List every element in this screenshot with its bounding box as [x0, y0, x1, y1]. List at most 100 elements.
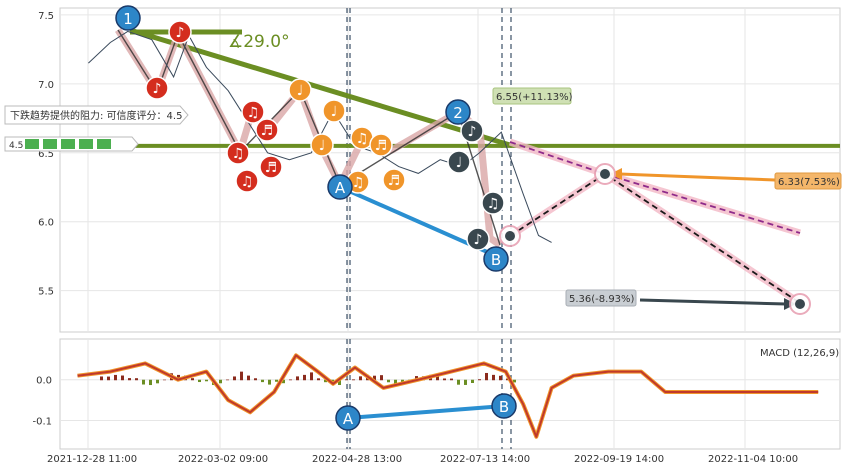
note-marker	[145, 76, 169, 100]
swing-marker-label: A	[335, 179, 346, 197]
macd-histogram-bar	[296, 376, 299, 381]
macd-histogram-bar	[135, 378, 138, 381]
note-marker	[241, 100, 265, 124]
macd-histogram-bar	[268, 379, 271, 385]
macd-histogram-bar	[198, 379, 201, 383]
macd-histogram-bar	[310, 372, 313, 381]
resistance-callout: 下跌趋势提供的阻力: 可信度评分：4.5	[4, 105, 189, 125]
y-tick-label: 6.0	[38, 218, 54, 229]
macd-y-axis: 0.0 -0.1	[32, 376, 52, 428]
macd-histogram-bar	[107, 376, 110, 381]
x-tick-label: 2022-04-28 13:00	[312, 454, 402, 465]
downtrend-line	[129, 27, 511, 148]
macd-histogram-bar	[352, 379, 355, 381]
macd-histogram-bar	[191, 378, 194, 381]
price-grid	[60, 8, 840, 332]
macd-histogram-bar	[261, 379, 264, 383]
macd-histogram-bar	[492, 374, 495, 381]
y-tick-label: 5.5	[38, 287, 54, 298]
macd-histogram-bar	[506, 378, 509, 381]
macd-histogram-bar	[345, 379, 348, 381]
note-icon: ♬	[375, 138, 388, 154]
macd-histogram-bar	[338, 379, 341, 385]
angle-label: ∡29.0°	[228, 32, 290, 52]
rating-value: 4.5	[9, 141, 23, 151]
macd-histogram-bar	[499, 375, 502, 381]
pattern-drawings	[60, 27, 840, 315]
macd-histogram-bar	[471, 379, 474, 383]
swing-marker-label: 1	[123, 10, 133, 28]
y-tick-label: 7.0	[38, 80, 54, 91]
annotation-target-down: 5.36(-8.93%)	[565, 289, 637, 307]
note-icon: ♫	[247, 105, 260, 121]
macd-histogram-bar	[359, 376, 362, 381]
x-axis: 2021-12-28 11:00 2022-03-02 09:00 2022-04-…	[47, 454, 798, 465]
note-icon: ♫	[356, 131, 369, 147]
macd-histogram-bar	[303, 374, 306, 381]
macd-histogram-bar	[373, 375, 376, 381]
swing-marker-label: B	[499, 398, 509, 416]
macd-histogram-bar	[275, 379, 278, 382]
macd-series: AB	[77, 353, 819, 439]
macd-histogram-bar	[226, 379, 229, 381]
note-marker	[460, 119, 484, 143]
note-icon: ♬	[261, 123, 274, 139]
note-icon: ♬	[265, 160, 278, 176]
target-dot	[600, 169, 610, 179]
rating-star-4	[79, 139, 93, 149]
note-marker	[226, 141, 250, 165]
macd-histogram-bar	[163, 379, 166, 381]
note-marker	[259, 155, 283, 179]
arrow-line	[639, 298, 787, 306]
annotation-target-mid: 6.33(7.53%)	[774, 172, 842, 190]
note-marker	[168, 20, 192, 44]
macd-line	[77, 354, 819, 438]
x-tick-label: 2022-11-04 10:00	[708, 454, 798, 465]
macd-histogram-bar	[233, 376, 236, 381]
macd-histogram-bar	[282, 379, 285, 384]
target-dot	[505, 231, 515, 241]
note-marker	[447, 150, 471, 174]
macd-histogram-bar	[436, 375, 439, 381]
annotation-text: 6.33(7.53%)	[778, 177, 840, 188]
macd-histogram-bar	[149, 379, 152, 386]
note-icon: ♫	[487, 196, 500, 212]
x-tick-label: 2022-03-02 09:00	[178, 454, 268, 465]
note-icon: ♩	[456, 155, 463, 171]
macd-histogram-bar	[121, 375, 124, 381]
price-line	[88, 30, 552, 243]
annotation-target-up: 6.55(+11.13%)	[492, 87, 573, 105]
macd-histogram-bar	[254, 378, 257, 381]
macd-histogram-bar	[485, 372, 488, 381]
note-icon: ♪	[153, 81, 162, 97]
macd-histogram-bar	[156, 379, 159, 384]
rating-star-2	[43, 139, 57, 149]
swing-marker	[445, 99, 471, 125]
rating-star-3	[61, 139, 75, 149]
rating-badge: 4.5	[4, 136, 139, 152]
macd-histogram-bar	[205, 379, 208, 382]
swing-marker-label: B	[491, 251, 501, 269]
note-marker	[369, 133, 393, 157]
macd-histogram-bar	[443, 378, 446, 381]
annotation-text: 6.55(+11.13%)	[496, 92, 573, 103]
y-tick-label: -0.1	[32, 416, 52, 427]
resistance-text: 下跌趋势提供的阻力: 可信度评分：4.5	[10, 109, 182, 122]
swing-marker	[327, 174, 353, 200]
swing-marker	[491, 393, 517, 419]
swing-marker-label: A	[343, 410, 354, 428]
macd-histogram-bar	[450, 378, 453, 381]
macd-histogram-bar	[219, 379, 222, 384]
note-marker	[481, 191, 505, 215]
note-marker	[466, 227, 490, 251]
note-icon: ♩	[319, 138, 326, 154]
note-icon: ♪	[176, 25, 185, 41]
annotation-text: 5.36(-8.93%)	[569, 294, 635, 305]
note-icon: ♪	[468, 124, 477, 140]
macd-histogram-bar	[324, 379, 327, 383]
macd-histogram-bar	[142, 379, 145, 385]
arrow-line	[619, 172, 776, 182]
y-tick-label: 7.5	[38, 11, 54, 22]
